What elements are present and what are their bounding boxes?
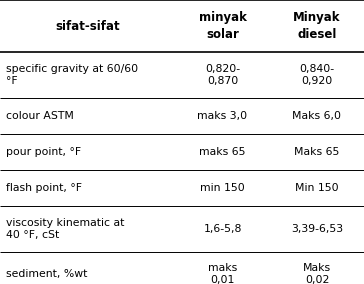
Text: sediment, %wt: sediment, %wt xyxy=(6,269,87,279)
Text: specific gravity at 60/60
°F: specific gravity at 60/60 °F xyxy=(6,64,138,86)
Text: 1,6-5,8: 1,6-5,8 xyxy=(203,224,242,234)
Text: Maks
0,02: Maks 0,02 xyxy=(303,263,331,284)
Text: min 150: min 150 xyxy=(200,183,245,193)
Text: maks 65: maks 65 xyxy=(199,147,246,157)
Text: Minyak
diesel: Minyak diesel xyxy=(293,11,341,41)
Text: Maks 65: Maks 65 xyxy=(294,147,340,157)
Text: minyak
solar: minyak solar xyxy=(199,11,246,41)
Text: flash point, °F: flash point, °F xyxy=(6,183,82,193)
Text: Min 150: Min 150 xyxy=(295,183,339,193)
Text: 0,820-
0,870: 0,820- 0,870 xyxy=(205,64,240,86)
Text: Maks 6,0: Maks 6,0 xyxy=(293,111,341,121)
Text: maks
0,01: maks 0,01 xyxy=(208,263,237,284)
Text: maks 3,0: maks 3,0 xyxy=(197,111,248,121)
Text: viscosity kinematic at
40 °F, cSt: viscosity kinematic at 40 °F, cSt xyxy=(6,218,124,240)
Text: colour ASTM: colour ASTM xyxy=(6,111,74,121)
Text: 0,840-
0,920: 0,840- 0,920 xyxy=(300,64,335,86)
Text: pour point, °F: pour point, °F xyxy=(6,147,81,157)
Text: 3,39-6,53: 3,39-6,53 xyxy=(291,224,343,234)
Text: sifat-sifat: sifat-sifat xyxy=(55,20,120,32)
